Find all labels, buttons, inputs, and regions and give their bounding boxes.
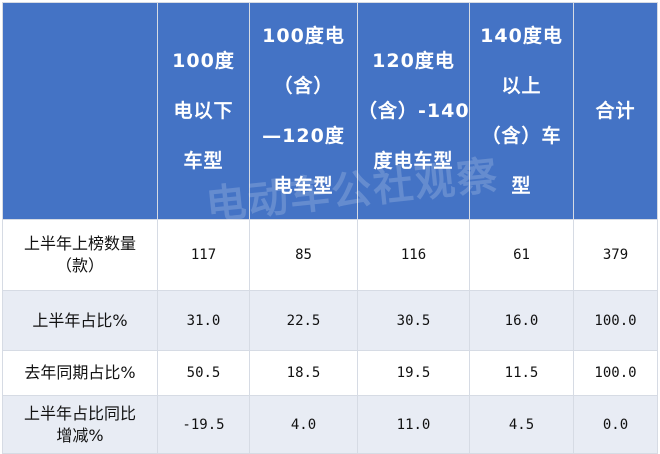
table-cell: 11.0 [357,395,470,454]
table-cell: 18.5 [249,350,358,396]
row-label-last-year-share: 去年同期占比% [2,350,158,396]
table-cell: 116 [357,219,470,291]
table-row: 上半年上榜数量 （款） 117 85 116 61 379 [2,219,658,291]
table-cell: 22.5 [249,290,358,351]
table-row: 上半年占比同比 增减% -19.5 4.0 11.0 4.5 0.0 [2,395,658,454]
header-100-120kwh: 100度电 （含） —120度 电车型 [249,2,358,220]
header-total: 合计 [573,2,658,220]
header-120-140kwh: 120度电 （含）-140 度电车型 [357,2,470,220]
table-cell: 19.5 [357,350,470,396]
table-cell: 61 [469,219,574,291]
table-cell: 11.5 [469,350,574,396]
row-label-listing-count: 上半年上榜数量 （款） [2,219,158,291]
table-cell: 4.5 [469,395,574,454]
row-label-h1-share: 上半年占比% [2,290,158,351]
header-corner [2,2,158,220]
header-over-140kwh: 140度电 以上 （含）车 型 [469,2,574,220]
table-cell: 31.0 [157,290,250,351]
table-cell: 379 [573,219,658,291]
table-cell: 50.5 [157,350,250,396]
table-cell: 100.0 [573,290,658,351]
table-row: 去年同期占比% 50.5 18.5 19.5 11.5 100.0 [2,350,658,396]
table-cell: 4.0 [249,395,358,454]
table-cell: 0.0 [573,395,658,454]
table-cell: 85 [249,219,358,291]
table-cell: 100.0 [573,350,658,396]
header-under-100kwh: 100度 电以下 车型 [157,2,250,220]
table-cell: 117 [157,219,250,291]
table-cell: 16.0 [469,290,574,351]
table-row: 上半年占比% 31.0 22.5 30.5 16.0 100.0 [2,290,658,351]
table-cell: 30.5 [357,290,470,351]
table-cell: -19.5 [157,395,250,454]
header-row: 100度 电以下 车型 100度电 （含） —120度 电车型 120度电 （含… [2,2,658,220]
row-label-share-change: 上半年占比同比 增减% [2,395,158,454]
